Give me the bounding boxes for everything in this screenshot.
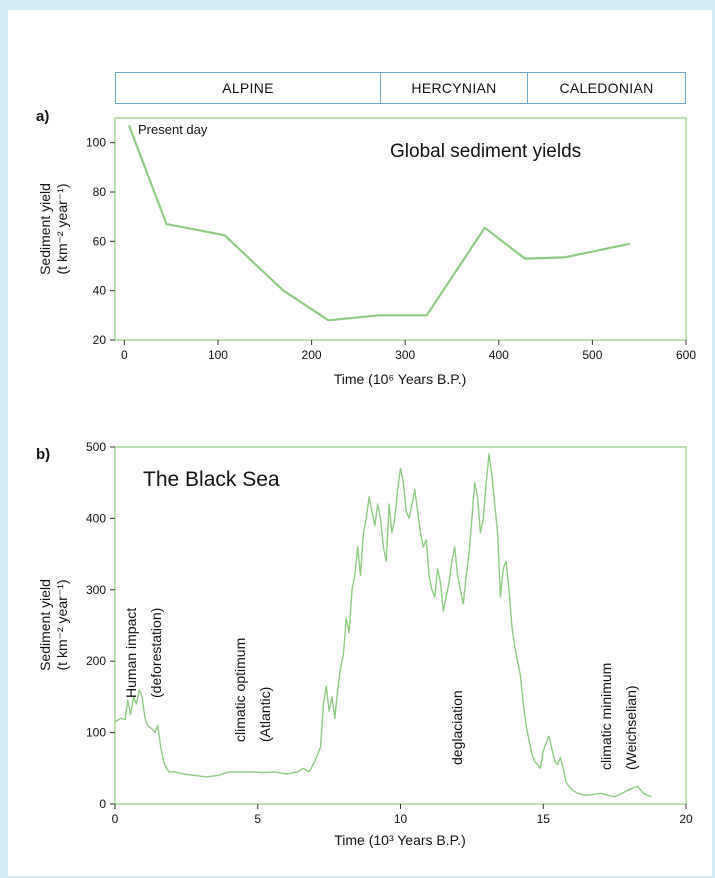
- era-hercynian: HERCYNIAN: [381, 73, 528, 103]
- chart-b-xtick-label: 5: [254, 812, 261, 826]
- chart-a-series-line: [127, 125, 631, 322]
- figure-panel: [8, 10, 712, 876]
- chart-b-ytick-label: 0: [99, 797, 106, 811]
- chart-a-frame: [114, 117, 687, 341]
- era-alpine: ALPINE: [116, 73, 381, 103]
- annotation-climatic-minimum: climatic minimum: [598, 663, 614, 770]
- chart-a-ytick-label: 40: [93, 284, 107, 298]
- chart-b-xtick-label: 15: [537, 812, 551, 826]
- chart-a-xtick-label: 0: [121, 348, 128, 362]
- annotation-weichselian: (Weichselian): [623, 685, 639, 770]
- chart-a-ytick-label: 60: [93, 234, 107, 248]
- chart-a-xlabel: Time (10⁶ Years B.P.): [334, 371, 467, 387]
- chart-b-series-line: [114, 453, 652, 798]
- chart-b-ytick-label: 100: [86, 726, 106, 740]
- chart-a-xtick-label: 400: [489, 348, 509, 362]
- chart-a-ytick-label: 100: [86, 136, 106, 150]
- chart-b-ytick-label: 500: [86, 440, 106, 454]
- chart-a-xtick-label: 200: [302, 348, 322, 362]
- chart-a-xtick-label: 600: [676, 348, 696, 362]
- chart-b-ylabel-1: Sediment yield: [37, 579, 53, 671]
- chart-a-ytick-label: 80: [93, 185, 107, 199]
- chart-a-ylabel-1: Sediment yield: [37, 183, 53, 275]
- chart-a-title: Global sediment yields: [390, 141, 581, 162]
- chart-b-ytick-label: 400: [86, 511, 106, 525]
- chart-a-xtick-label: 100: [208, 348, 228, 362]
- panel-a-label: a): [36, 108, 49, 125]
- chart-a-xtick-label: 300: [395, 348, 415, 362]
- chart-b-xtick-label: 10: [394, 812, 408, 826]
- chart-b-ytick-label: 200: [86, 654, 106, 668]
- chart-a-ylabel-2: (t km⁻² year⁻¹): [54, 184, 70, 275]
- geologic-era-bar: ALPINE HERCYNIAN CALEDONIAN: [115, 72, 686, 104]
- chart-b-ylabel-2: (t km⁻² year⁻¹): [54, 580, 70, 671]
- chart-b-title: The Black Sea: [143, 468, 280, 491]
- annotation-deglaciation: deglaciation: [449, 690, 465, 765]
- chart-a-xtick-label: 500: [582, 348, 602, 362]
- annotation-climatic-optimum: climatic optimum: [232, 638, 248, 742]
- annotation-human-impact: Human impact: [123, 608, 139, 698]
- annotation-deforestation: (deforestation): [148, 608, 164, 698]
- chart-b-xtick-label: 0: [112, 812, 119, 826]
- panel-b-label: b): [36, 446, 50, 463]
- present-day-annotation: Present day: [138, 122, 208, 137]
- era-caledonian: CALEDONIAN: [559, 80, 654, 96]
- chart-b-xtick-label: 20: [679, 812, 693, 826]
- chart-b-xlabel: Time (10³ Years B.P.): [334, 832, 466, 848]
- annotation-atlantic: (Atlantic): [257, 687, 273, 742]
- chart-b-ytick-label: 300: [86, 583, 106, 597]
- chart-a-ytick-label: 20: [93, 333, 107, 347]
